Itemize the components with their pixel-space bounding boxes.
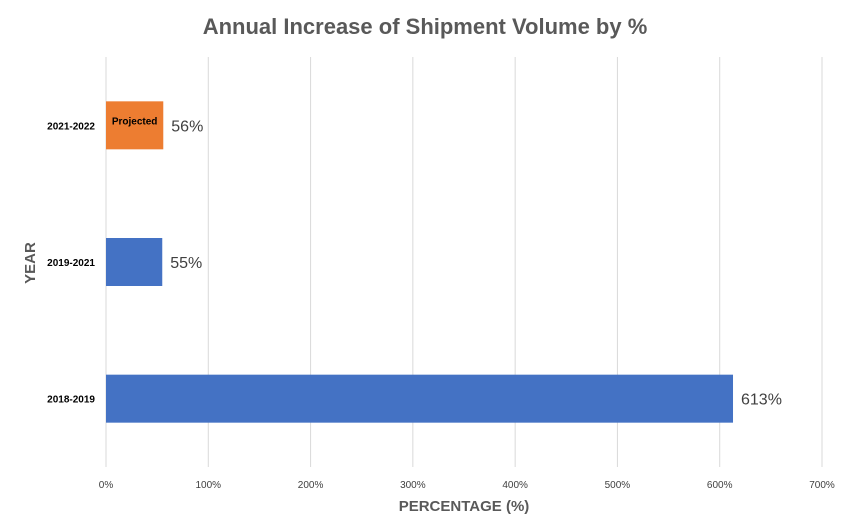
y-category-label: 2019-2021 <box>47 258 95 269</box>
x-tick-label: 400% <box>502 480 528 491</box>
y-category-label: 2021-2022 <box>47 121 95 132</box>
chart-title: Annual Increase of Shipment Volume by % <box>203 14 648 39</box>
x-tick-label: 200% <box>298 480 324 491</box>
x-axis-title: PERCENTAGE (%) <box>399 498 530 515</box>
gridlines <box>105 57 823 467</box>
x-tick-label: 600% <box>707 480 733 491</box>
data-label: 55% <box>170 255 202 272</box>
bars: 56% Projected 55% 613% <box>106 101 782 423</box>
bar <box>106 238 163 286</box>
x-tick-label: 300% <box>400 480 426 491</box>
x-axis-ticks: 0% 100% 200% 300% 400% 500% 600% 700% <box>99 480 835 491</box>
y-axis-categories: 2021-2022 2019-2021 2018-2019 <box>47 121 95 405</box>
y-category-label: 2018-2019 <box>47 395 95 406</box>
bar <box>106 374 734 423</box>
bar <box>106 101 164 150</box>
data-label: 613% <box>741 392 782 409</box>
x-tick-label: 700% <box>809 480 835 491</box>
x-tick-label: 500% <box>605 480 631 491</box>
x-tick-label: 0% <box>99 480 114 491</box>
x-tick-label: 100% <box>195 480 221 491</box>
y-axis-title: YEAR <box>22 242 39 284</box>
bar-annotation: Projected <box>112 116 158 127</box>
data-label: 56% <box>171 118 203 135</box>
